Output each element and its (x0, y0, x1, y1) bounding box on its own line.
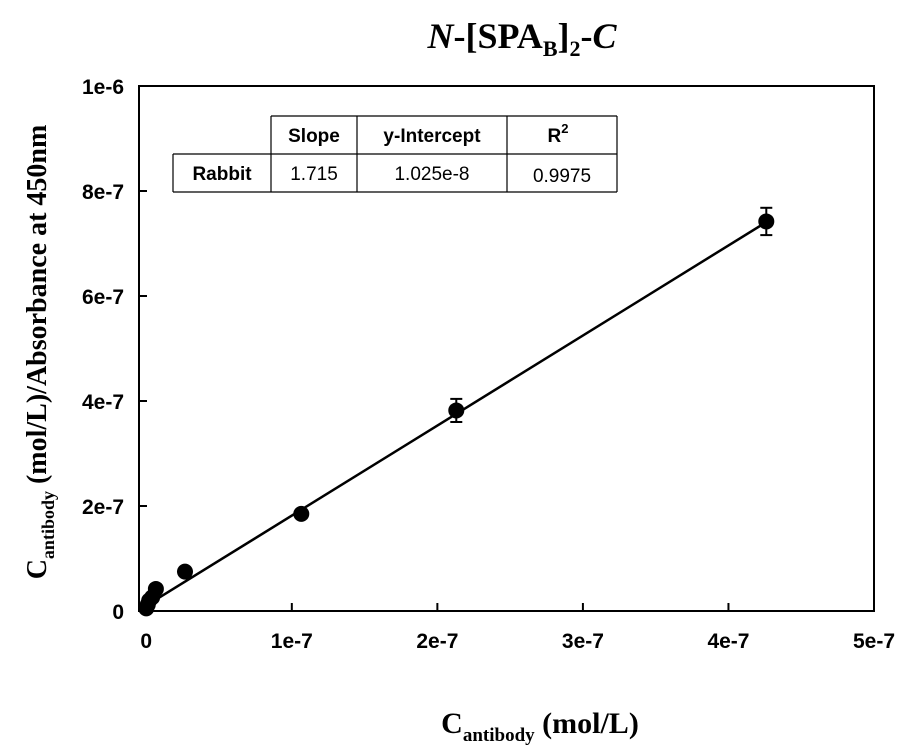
title-bracket: ] (558, 16, 570, 56)
x-tick-label: 2e-7 (416, 630, 458, 653)
title-sub: B (543, 36, 558, 61)
table-header-intercept: y-Intercept (383, 126, 481, 147)
table-cell-slope: 1.715 (290, 164, 338, 185)
plot-area (138, 85, 875, 612)
ylabel-main: C (22, 559, 53, 579)
x-tick-label: 5e-7 (853, 630, 895, 653)
y-tick-label: 0 (112, 601, 124, 624)
data-point (448, 402, 465, 419)
title-suffix: C (593, 16, 618, 56)
xlabel-sub: antibody (463, 725, 535, 746)
data-point (147, 580, 164, 597)
y-axis-label: Cantibody (mol/L)/Absorbance at 450nm (22, 125, 58, 580)
x-axis-ticks: 0 1e-7 2e-7 3e-7 4e-7 5e-7 (140, 603, 895, 653)
data-point (176, 563, 193, 580)
x-tick-label: 1e-7 (271, 630, 313, 653)
table-header-slope: Slope (288, 126, 340, 147)
xlabel-rest: (mol/L) (535, 707, 639, 740)
x-tick-label: 4e-7 (707, 630, 749, 653)
y-tick-label: 1e-6 (82, 76, 124, 99)
y-tick-label: 2e-7 (82, 496, 124, 519)
title-prefix: N (426, 16, 455, 56)
chart-title: N-[SPAB]2-C (426, 16, 617, 61)
title-sub2: 2 (570, 36, 581, 61)
y-axis-ticks: 0 2e-7 4e-7 6e-7 8e-7 1e-6 (82, 76, 147, 624)
title-dash2: - (581, 16, 593, 56)
x-axis-label: Cantibody (mol/L) (441, 707, 639, 746)
table-cell-intercept: 1.025e-8 (394, 164, 469, 185)
y-tick-label: 8e-7 (82, 181, 124, 204)
title-dash1: -[SPA (453, 16, 542, 56)
table-row-label: Rabbit (192, 164, 252, 185)
data-point (293, 505, 310, 522)
table-cell-r2: 0.9975 (533, 166, 591, 187)
r-letter: R (548, 126, 562, 147)
r-superscript: 2 (561, 121, 568, 136)
xlabel-main: C (441, 707, 463, 740)
x-tick-label: 0 (140, 630, 152, 653)
y-tick-label: 4e-7 (82, 391, 124, 414)
y-tick-label: 6e-7 (82, 286, 124, 309)
table-header-r2: R2 (548, 121, 569, 147)
ylabel-rest: (mol/L)/Absorbance at 450nm (22, 125, 53, 491)
ylabel-sub: antibody (38, 491, 58, 559)
stats-table (172, 115, 618, 193)
data-point (758, 213, 775, 230)
data-points (138, 206, 775, 617)
x-tick-label: 3e-7 (562, 630, 604, 653)
